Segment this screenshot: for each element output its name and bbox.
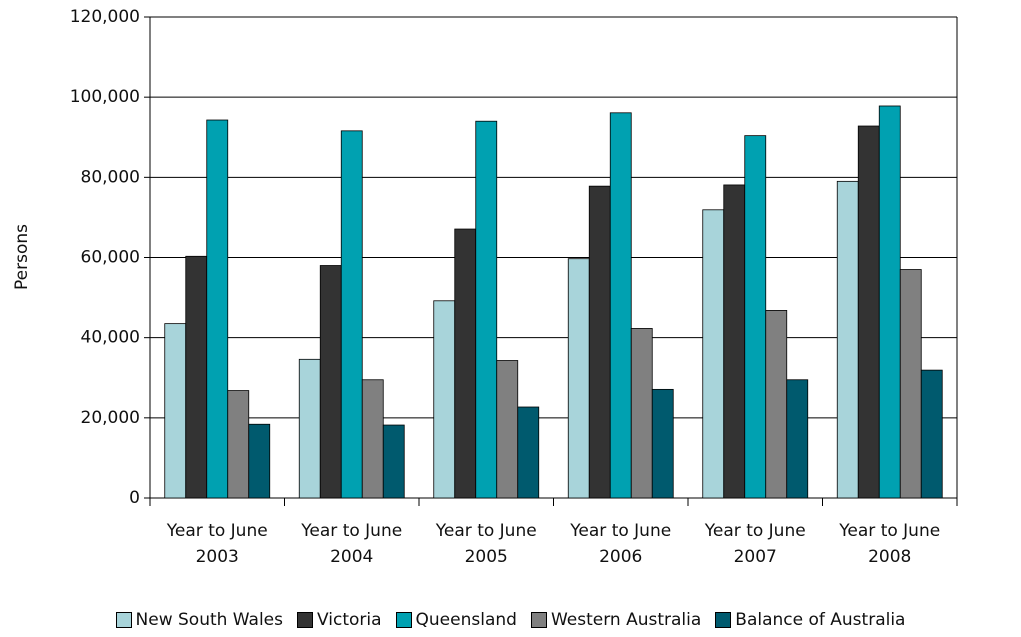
y-tick-label: 60,000	[81, 248, 140, 268]
bar	[857, 125, 880, 499]
bar	[786, 379, 809, 499]
x-tick-label: Year to June 2007	[704, 521, 806, 567]
legend: New South Wales Victoria Queensland Western…	[0, 610, 1021, 630]
bar	[744, 135, 767, 499]
bar	[206, 119, 229, 499]
bar	[609, 112, 632, 499]
bar	[836, 180, 859, 499]
x-tick-label: Year to June 2008	[839, 521, 941, 567]
bar	[340, 130, 363, 499]
y-tick-label: 0	[129, 488, 140, 508]
bar	[248, 423, 271, 499]
bar	[454, 228, 477, 499]
legend-item: Victoria	[297, 610, 382, 630]
legend-swatch	[115, 612, 132, 628]
bar	[517, 406, 540, 499]
bar	[298, 358, 321, 499]
bar	[319, 265, 342, 499]
x-tick-label: Year to June 2005	[435, 521, 537, 567]
legend-label: New South Wales	[135, 610, 283, 630]
legend-swatch	[530, 612, 547, 628]
bar	[227, 390, 250, 499]
x-tick-label: Year to June 2006	[570, 521, 672, 567]
legend-item: Western Australia	[530, 610, 702, 630]
bar	[920, 369, 943, 499]
legend-label: Victoria	[317, 610, 382, 630]
bar	[723, 184, 746, 499]
bar	[588, 185, 611, 499]
legend-swatch	[715, 612, 732, 628]
y-tick-label: 20,000	[81, 408, 140, 428]
bar	[382, 424, 405, 499]
x-tick-label: Year to June 2003	[166, 521, 268, 567]
legend-label: Balance of Australia	[735, 610, 906, 630]
bar	[164, 323, 187, 499]
bar	[496, 360, 519, 499]
legend-label: Queensland	[415, 610, 517, 630]
y-tick-label: 40,000	[81, 328, 140, 348]
legend-item: Balance of Australia	[715, 610, 905, 630]
bar	[567, 258, 590, 499]
y-tick-label: 80,000	[81, 167, 140, 187]
legend-swatch	[297, 612, 313, 628]
bar	[185, 255, 208, 499]
legend-item: Queensland	[395, 610, 517, 630]
legend-swatch	[395, 612, 412, 628]
y-tick-label: 100,000	[70, 87, 140, 107]
bar	[630, 328, 653, 499]
bar	[475, 120, 498, 499]
bar	[702, 209, 725, 499]
bar	[878, 105, 901, 499]
bar	[899, 269, 922, 499]
bar	[765, 310, 788, 499]
bar	[361, 379, 384, 499]
legend-label: Western Australia	[550, 610, 702, 630]
y-axis-label: Persons	[12, 224, 32, 290]
x-tick-label: Year to June 2004	[301, 521, 403, 567]
bar	[651, 388, 674, 499]
y-tick-label: 120,000	[70, 7, 140, 27]
bar	[433, 300, 456, 499]
legend-item: New South Wales	[115, 610, 283, 630]
